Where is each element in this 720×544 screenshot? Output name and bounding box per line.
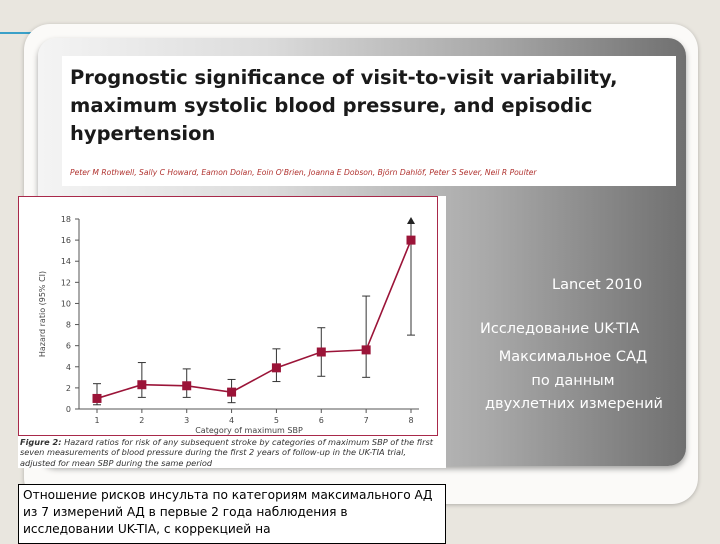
side-line-2: по данным: [531, 373, 615, 389]
y-tick-label: 16: [61, 236, 71, 245]
data-point: [92, 393, 102, 403]
paper-header: Prognostic significance of visit-to-visi…: [62, 56, 676, 186]
x-tick-label: 4: [229, 416, 234, 425]
side-line-1: Максимальное САД: [498, 349, 648, 365]
data-point: [316, 347, 326, 357]
series-line: [96, 239, 412, 400]
data-point: [361, 345, 371, 355]
y-tick-label: 12: [61, 278, 71, 287]
y-tick-label: 18: [61, 215, 71, 224]
paper-authors: Peter M Rothwell, Sally C Howard, Eamon …: [70, 168, 537, 177]
paper-title: Prognostic significance of visit-to-visi…: [70, 66, 618, 145]
data-point: [227, 387, 237, 397]
x-axis-label: Category of maximum SBP: [195, 426, 303, 435]
x-tick-label: 6: [319, 416, 324, 425]
study-note: Исследование UK-TIA: [480, 321, 640, 337]
y-axis-label: Hazard ratio (95% CI): [38, 271, 47, 357]
translation-textbox: Отношение рисков инсульта по категориям …: [18, 484, 446, 544]
data-point: [137, 380, 147, 390]
x-tick-label: 8: [408, 416, 413, 425]
y-tick-label: 10: [61, 299, 71, 308]
y-tick-label: 14: [61, 257, 71, 266]
x-tick-label: 3: [184, 416, 189, 425]
data-point: [406, 235, 416, 245]
side-line-3: двухлетних измерений: [485, 396, 663, 412]
upper-arrow: [407, 217, 415, 224]
figure: 0 2 4 6 8 10 12 14 16 18 1 2 3 4 5 6 7 8 Category of maxim…: [18, 196, 446, 468]
journal-note: Lancet 2010: [552, 277, 643, 293]
plot-frame: 0 2 4 6 8 10 12 14 16 18 1 2 3 4 5 6 7 8 Category of maxim…: [18, 196, 438, 436]
x-tick-label: 1: [94, 416, 99, 425]
x-tick-label: 7: [364, 416, 369, 425]
figure-caption: Figure 2: Hazard ratios for risk of any …: [20, 437, 440, 468]
y-tick-label: 2: [66, 384, 71, 393]
figure-caption-label: Figure 2:: [20, 437, 62, 447]
figure-caption-text: Hazard ratios for risk of any subsequent…: [20, 437, 433, 468]
y-tick-label: 6: [66, 342, 71, 351]
y-tick-label: 8: [66, 321, 71, 330]
y-tick-label: 0: [66, 405, 71, 414]
data-point: [271, 363, 281, 373]
x-tick-label: 5: [274, 416, 279, 425]
x-tick-label: 2: [139, 416, 144, 425]
data-point: [182, 381, 192, 391]
y-tick-label: 4: [66, 363, 71, 372]
